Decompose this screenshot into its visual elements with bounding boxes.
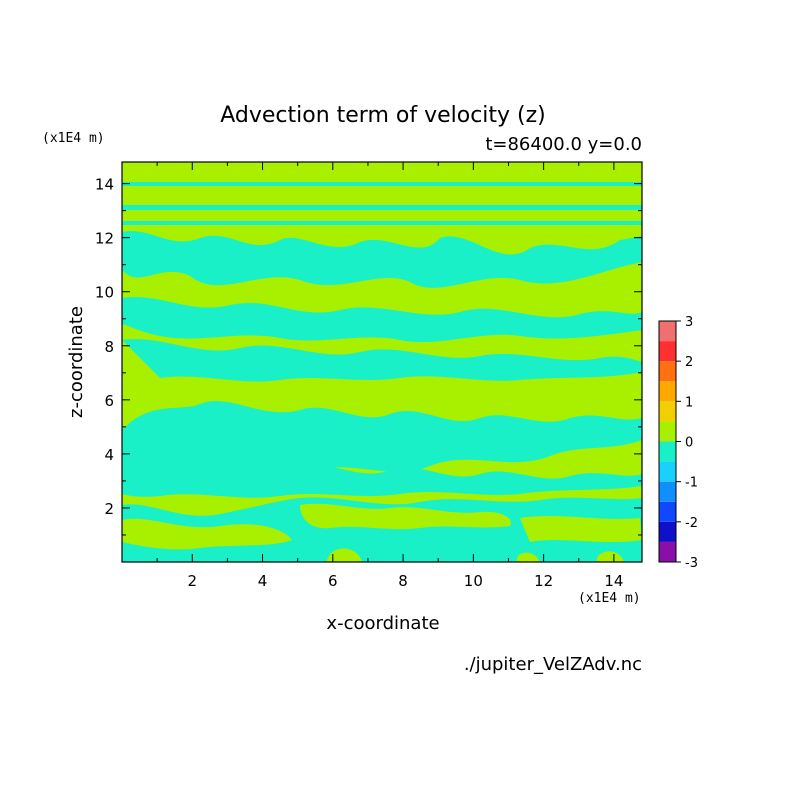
source-label: ./jupiter_VelZAdv.nc <box>464 654 642 675</box>
colorbar-segment <box>659 421 676 442</box>
x-tick-label: 4 <box>258 572 268 590</box>
colorbar-segment <box>659 501 676 522</box>
region <box>122 497 642 562</box>
y-tick-label: 4 <box>104 446 114 464</box>
x-axis: 2 4 6 8 10 12 14 <box>122 162 642 590</box>
colorbar-tick-label: -3 <box>685 556 698 571</box>
y-tick-label: 2 <box>104 500 114 518</box>
colorbar-segment <box>659 381 676 402</box>
colorbar-tick-label: -1 <box>685 476 698 491</box>
region <box>122 296 642 343</box>
colorbar-segment <box>659 521 676 542</box>
colorbar-segment <box>659 461 676 482</box>
colorbar-tick-label: 2 <box>685 355 693 370</box>
region <box>122 456 642 498</box>
y-tick-label: 8 <box>104 338 114 356</box>
x-tick-label: 8 <box>398 572 408 590</box>
positive-islands <box>122 503 642 562</box>
x-unit-label: (x1E4 m) <box>578 591 641 606</box>
x-axis-label: x-coordinate <box>326 613 439 634</box>
colorbar-segment <box>659 401 676 422</box>
x-tick-label: 12 <box>534 572 553 590</box>
colorbar-tick-label: 1 <box>685 395 693 410</box>
y-tick-label: 12 <box>95 230 114 248</box>
chart-subtitle: t=86400.0 y=0.0 <box>485 134 642 155</box>
region <box>122 400 642 480</box>
colorbar-tick-label: 0 <box>685 436 693 451</box>
y-unit-label: (x1E4 m) <box>42 131 105 146</box>
colorbar-segment <box>659 321 676 342</box>
plot-frame <box>121 161 643 563</box>
colorbar: 3 2 1 0 -1 -2 -3 <box>658 315 698 571</box>
colorbar-tick-label: -2 <box>685 516 698 531</box>
x-tick-label: 10 <box>464 572 483 590</box>
island <box>326 548 362 562</box>
colorbar-segment <box>659 341 676 362</box>
colorbar-segment <box>659 441 676 462</box>
y-tick-label: 10 <box>95 284 114 302</box>
chart-title: Advection term of velocity (z) <box>220 103 546 128</box>
colorbar-segment <box>659 541 676 562</box>
band <box>122 221 642 225</box>
colorbar-tick-label: 3 <box>685 315 693 330</box>
y-tick-label: 14 <box>95 176 114 194</box>
x-tick-label: 14 <box>604 572 623 590</box>
island <box>122 518 292 550</box>
region <box>122 339 642 382</box>
y-axis: 2 4 6 8 10 12 14 <box>95 176 642 518</box>
region <box>122 231 642 288</box>
y-axis-label: z-coordinate <box>66 306 87 418</box>
colorbar-segment <box>659 361 676 382</box>
island <box>300 503 511 530</box>
x-tick-label: 6 <box>328 572 338 590</box>
y-tick-label: 6 <box>104 392 114 410</box>
negative-regions <box>122 182 642 562</box>
band <box>122 182 642 186</box>
island <box>520 516 642 542</box>
band <box>122 205 642 210</box>
x-tick-label: 2 <box>187 572 197 590</box>
contour-field <box>121 161 643 563</box>
island <box>596 551 624 562</box>
colorbar-segment <box>659 481 676 502</box>
island <box>516 552 540 562</box>
